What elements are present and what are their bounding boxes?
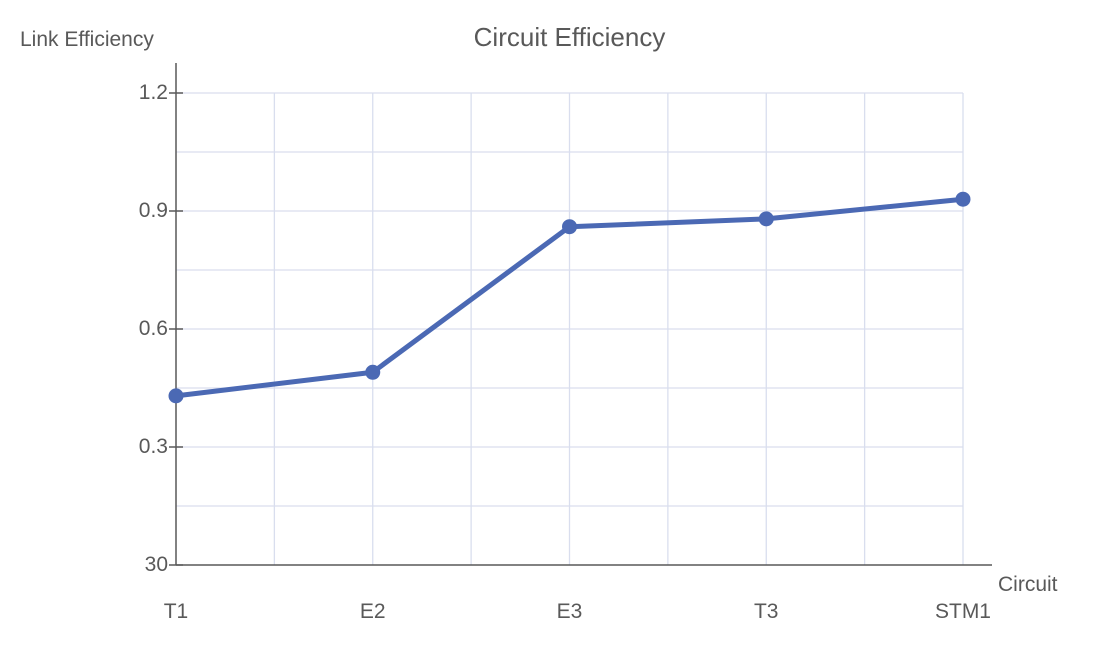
data-point-E3: [562, 219, 577, 235]
y-tick-label-3: 0.9: [138, 199, 168, 222]
data-point-T1: [168, 388, 184, 404]
y-tick-label-4: 1.2: [138, 81, 168, 104]
y-tick-label-0: 30: [144, 553, 168, 576]
x-category-label-T1: T1: [163, 600, 189, 623]
x-category-label-STM1: STM1: [934, 600, 991, 623]
x-category-label-E3: E3: [556, 600, 583, 623]
y-tick-label-1: 0.3: [138, 435, 168, 458]
data-point-STM1: [955, 191, 971, 207]
x-category-label-T3: T3: [753, 600, 779, 623]
data-point-T3: [758, 211, 774, 227]
data-point-E2: [365, 364, 381, 380]
y-tick-label-2: 0.6: [138, 317, 168, 340]
x-category-label-E2: E2: [359, 600, 386, 623]
x-axis-title: Circuit: [998, 573, 1058, 596]
y-axis-title: Link Efficiency: [20, 28, 154, 51]
chart-title: Circuit Efficiency: [473, 22, 666, 52]
